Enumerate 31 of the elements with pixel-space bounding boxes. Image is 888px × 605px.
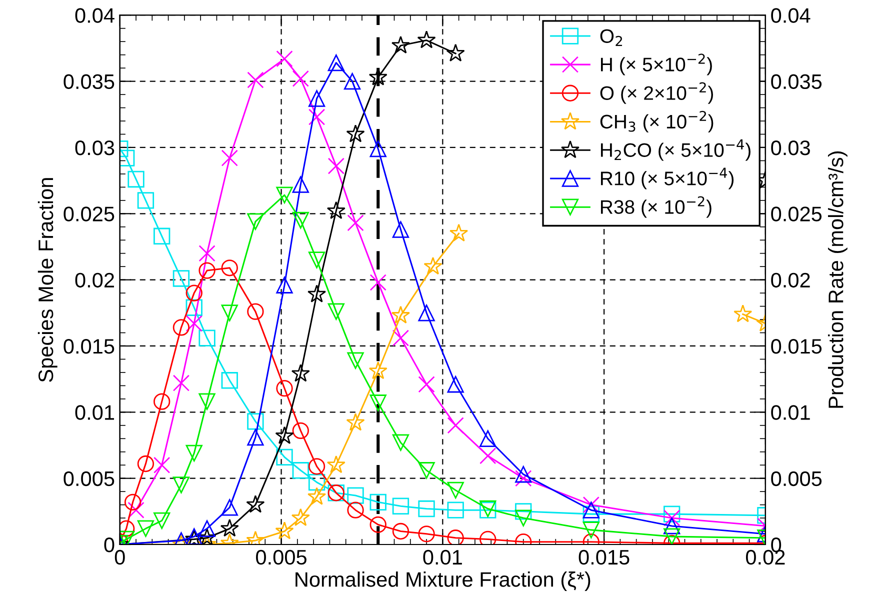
legend-label: R38 (× 10$^{−2}$) <box>600 196 712 218</box>
y-axis-title: Species Mole Fraction <box>38 178 58 382</box>
y2-tick-label: 0.025 <box>771 206 822 222</box>
legend-label: R10 (× 5×10$^{−4}$) <box>600 168 734 190</box>
y-tick-label: 0.025 <box>64 206 114 222</box>
y-tick-label: 0.01 <box>75 405 114 420</box>
x-tick-label: 0.01 <box>423 550 462 565</box>
y-tick-label: 0.015 <box>64 338 114 354</box>
y2-tick-label: 0.005 <box>771 471 822 486</box>
legend-label: H$_{2}$CO (× 5×10$^{−4}$) <box>600 139 750 161</box>
y-tick-label: 0.03 <box>75 140 114 156</box>
x-axis-title: Normalised Mixture Fraction (ξ*) <box>296 572 590 591</box>
y2-tick-label: 0.03 <box>771 140 810 156</box>
y-tick-label: 0.04 <box>75 8 114 23</box>
legend-label: O$_{2}$ <box>600 29 622 46</box>
legend-label: H (× 5×10$^{−2}$) <box>600 54 712 76</box>
x-tick-label: 0.015 <box>578 550 630 565</box>
y2-axis-title: Production Rate (mol/cm³/s) <box>828 151 848 408</box>
legend-label: O (× 2×10$^{−2}$) <box>600 82 714 104</box>
y-tick-label: 0.005 <box>64 471 114 486</box>
y-tick-label: 0.02 <box>75 272 114 288</box>
legend-label: CH$_{3}$ (× 10$^{−2}$) <box>600 110 714 132</box>
y2-tick-label: 0.02 <box>771 272 810 288</box>
x-tick-label: 0.005 <box>256 550 306 565</box>
x-tick-label: 0 <box>114 550 125 565</box>
y2-tick-label: 0.01 <box>771 405 810 420</box>
y2-tick-label: 0.04 <box>771 8 810 23</box>
y-tick-label: 0.035 <box>64 74 114 90</box>
y2-tick-label: 0.015 <box>771 338 822 354</box>
y-tick-label: 0 <box>104 538 114 552</box>
y2-tick-label: 0.035 <box>771 74 822 90</box>
